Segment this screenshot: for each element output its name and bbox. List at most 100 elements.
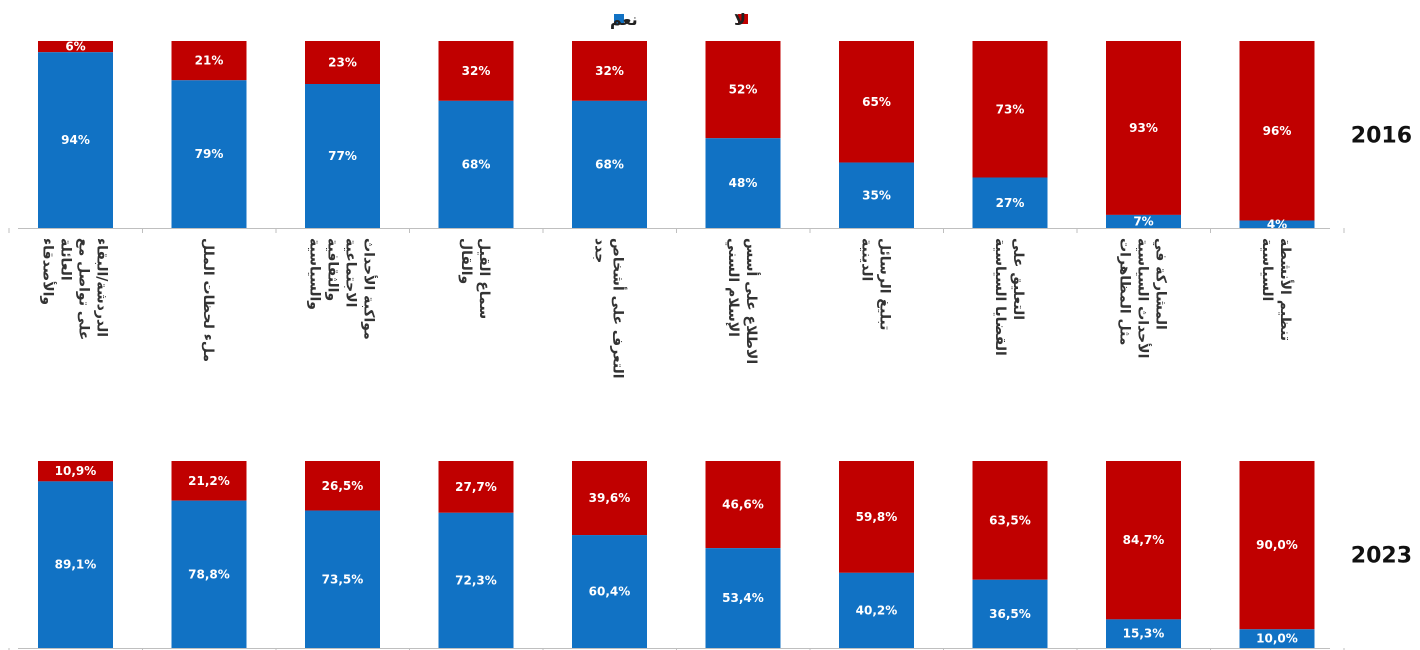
bar-segment-yes <box>38 52 113 228</box>
data-label-no: 65% <box>862 95 891 109</box>
data-label-no: 21% <box>195 54 224 68</box>
category-label-line: القضايا السياسية <box>992 238 1008 356</box>
category-label-line: تبليغ الرسائل <box>877 238 893 330</box>
bar-segment-yes <box>705 138 781 228</box>
data-label-no: 90,0% <box>1256 538 1298 552</box>
bar-segment-no <box>1106 41 1181 215</box>
legend-swatch-yes <box>614 14 624 24</box>
bar-segment-no <box>38 41 113 53</box>
data-label-yes: 73,5% <box>322 572 364 586</box>
legend: نعم لا <box>610 10 748 29</box>
data-label-no: 21,2% <box>188 474 230 488</box>
bar-segment-yes <box>1106 214 1181 228</box>
category-label-line: الأحداث السياسية <box>1135 238 1152 358</box>
data-label-yes: 72,3% <box>455 573 497 587</box>
data-label-yes: 77% <box>328 149 357 163</box>
category-label-line: الاجتماعية <box>343 238 359 307</box>
data-label-no: 26,5% <box>322 479 364 493</box>
data-label-no: 27,7% <box>455 480 497 494</box>
bar-segment-no <box>572 41 647 101</box>
bar-segment-yes <box>705 548 781 648</box>
bar-segment-yes <box>171 500 247 648</box>
data-label-no: 46,6% <box>722 498 764 512</box>
category-label-line: الدينية <box>859 238 875 281</box>
bar-segment-yes <box>972 177 1048 228</box>
data-label-no: 23% <box>328 56 357 70</box>
legend-label-no: لا <box>734 10 746 29</box>
bar-segment-yes <box>438 100 514 228</box>
data-label-yes: 35% <box>862 188 891 202</box>
legend-swatch-no <box>738 14 748 24</box>
data-label-yes: 94% <box>61 133 90 147</box>
bar-segment-yes <box>1106 619 1181 648</box>
category-label-line: الدردشة/البقاء <box>94 238 110 337</box>
data-label-yes: 48% <box>729 176 758 190</box>
bar-segment-no <box>438 461 514 513</box>
bar-segment-yes <box>305 84 380 228</box>
data-label-yes: 79% <box>195 147 224 161</box>
bar-segment-yes <box>972 579 1048 648</box>
data-label-no: 63,5% <box>989 513 1031 527</box>
bar-segment-yes <box>572 100 647 228</box>
category-label-line: العائلة <box>58 238 74 281</box>
data-label-yes: 27% <box>996 196 1025 210</box>
category-label-line: التعرف على أشخاص <box>610 238 628 379</box>
category-label-line: والقال <box>458 238 474 284</box>
bar-segment-no <box>438 41 514 101</box>
category-label: ملء لحظات الملل <box>200 238 216 362</box>
category-label-line: الاطلاع على أسس <box>743 238 761 364</box>
chart-panels: 2016 6% 94% 21% 79% 23% 77% 32% 68% 32% 68% 52% 48% 6… <box>8 40 1412 650</box>
data-label-yes: 78,8% <box>188 567 230 581</box>
category-label-line: مواكبة الأحداث <box>361 238 378 340</box>
bar-segment-no <box>1239 41 1315 221</box>
category-label-line: على تواصل مع <box>76 238 92 340</box>
category-label-line: المشاركة في <box>1153 238 1169 330</box>
data-label-yes: 60,4% <box>589 585 631 599</box>
bar-segment-no <box>705 41 781 139</box>
data-label-no: 52% <box>729 83 758 97</box>
bar-segment-yes <box>572 535 647 648</box>
data-label-yes: 7% <box>1133 214 1153 228</box>
bar-segment-yes <box>305 510 380 648</box>
bar-segment-yes <box>38 481 113 648</box>
bar-segment-no <box>171 41 247 81</box>
category-label-line: التعليق على <box>1010 238 1026 320</box>
data-label-yes: 15,3% <box>1123 627 1165 641</box>
bar-segment-yes <box>839 572 914 648</box>
category-label: مواكبة الأحداثالاجتماعيةوالثقافيةوالسياس… <box>307 238 378 340</box>
bar-segment-no <box>839 461 914 573</box>
data-label-no: 84,7% <box>1123 533 1165 547</box>
data-label-yes: 68% <box>595 157 624 171</box>
category-label-line: الإسلام السني <box>725 238 741 337</box>
bar-segment-yes <box>438 512 514 648</box>
bar-segment-no <box>1239 461 1315 630</box>
data-label-no: 32% <box>595 64 624 78</box>
bar-segment-no <box>305 41 380 85</box>
category-label-line: سماع القيل <box>476 238 492 319</box>
data-label-no: 73% <box>996 102 1025 116</box>
data-label-no: 39,6% <box>589 491 631 505</box>
data-label-yes: 40,2% <box>856 603 898 617</box>
data-label-yes: 4% <box>1267 217 1287 231</box>
category-label-line: جدد <box>592 238 608 263</box>
bar-segment-no <box>171 461 247 501</box>
data-label-no: 10,9% <box>55 464 97 478</box>
bar-segment-no <box>705 461 781 549</box>
bar-segment-no <box>572 461 647 536</box>
bar-segment-no <box>305 461 380 511</box>
bar-segment-yes <box>171 80 247 229</box>
category-label-line: والأصدقاء <box>40 238 57 305</box>
bar-segment-no <box>38 461 113 482</box>
legend-label-yes: نعم <box>610 10 638 29</box>
panel-2016: 2016 6% 94% 21% 79% 23% 77% 32% 68% 32% 68% 52% 48% 6… <box>8 40 1412 233</box>
bar-segment-no <box>839 41 914 163</box>
category-label-line: تنظيم الأنشطة <box>1277 238 1294 341</box>
